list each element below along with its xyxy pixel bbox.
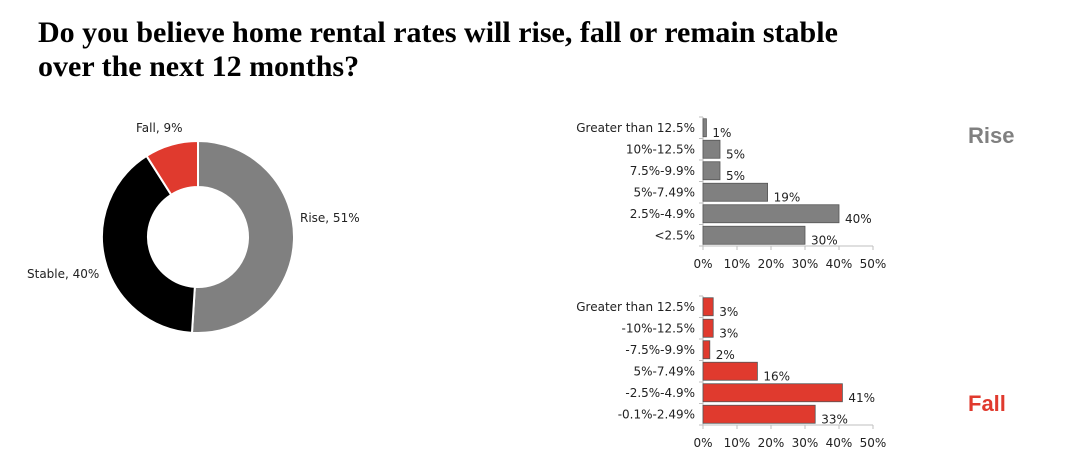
data-label: 1%	[712, 126, 731, 140]
fall-section-label: Fall	[968, 391, 1006, 416]
bar	[702, 318, 714, 338]
category-label: -10%-12.5%	[622, 321, 695, 335]
data-label: 5%	[726, 169, 745, 183]
bar	[702, 340, 711, 360]
data-label: 19%	[774, 190, 801, 204]
data-label: 33%	[821, 412, 848, 426]
bar	[702, 361, 758, 381]
bar	[702, 404, 816, 424]
category-label: -2.5%-4.9%	[625, 386, 695, 400]
x-tick-label: 10%	[724, 257, 751, 271]
data-label: 30%	[811, 233, 838, 247]
donut-slice	[190, 139, 295, 334]
x-tick-label: 0%	[693, 436, 712, 450]
bar	[702, 297, 714, 317]
data-label: 41%	[848, 391, 875, 405]
x-tick-label: 50%	[860, 436, 887, 450]
x-tick-label: 50%	[860, 257, 887, 271]
bar	[702, 139, 721, 159]
x-tick-label: 20%	[758, 257, 785, 271]
chart-title: Do you believe home rental rates will ri…	[38, 16, 838, 84]
category-label: 5%-7.49%	[634, 364, 696, 378]
x-tick-label: 10%	[724, 436, 751, 450]
x-tick-label: 0%	[693, 257, 712, 271]
chart-title-line-2: over the next 12 months?	[38, 50, 360, 83]
bar	[702, 182, 768, 202]
donut-slice	[101, 154, 196, 334]
x-tick-label: 40%	[826, 257, 853, 271]
donut-slice-label: Rise, 51%	[300, 211, 360, 225]
donut-slice-label: Stable, 40%	[27, 267, 99, 281]
donut-slice-label: Fall, 9%	[136, 121, 183, 135]
chart-title-line-1: Do you believe home rental rates will ri…	[38, 16, 838, 49]
x-tick-label: 30%	[792, 257, 819, 271]
x-tick-label: 30%	[792, 436, 819, 450]
category-label: 10%-12.5%	[626, 142, 695, 156]
data-label: 16%	[763, 369, 790, 383]
category-label: Greater than 12.5%	[576, 300, 695, 314]
bar	[702, 204, 840, 224]
data-label: 40%	[845, 212, 872, 226]
data-label: 3%	[719, 326, 738, 340]
category-label: -0.1%-2.49%	[618, 407, 695, 421]
data-label: 5%	[726, 147, 745, 161]
bar	[702, 225, 806, 245]
donut-slice	[145, 139, 199, 197]
category-label: -7.5%-9.9%	[625, 343, 695, 357]
category-label: Greater than 12.5%	[576, 121, 695, 135]
rise-section-label: Rise	[968, 123, 1015, 148]
category-label: 5%-7.49%	[634, 185, 696, 199]
category-label: 2.5%-4.9%	[630, 207, 695, 221]
category-label: <2.5%	[654, 228, 695, 242]
x-tick-label: 40%	[826, 436, 853, 450]
bar	[702, 161, 721, 181]
bar	[702, 383, 843, 403]
bar	[702, 118, 707, 138]
category-label: 7.5%-9.9%	[630, 164, 695, 178]
data-label: 2%	[716, 348, 735, 362]
x-tick-label: 20%	[758, 436, 785, 450]
data-label: 3%	[719, 305, 738, 319]
